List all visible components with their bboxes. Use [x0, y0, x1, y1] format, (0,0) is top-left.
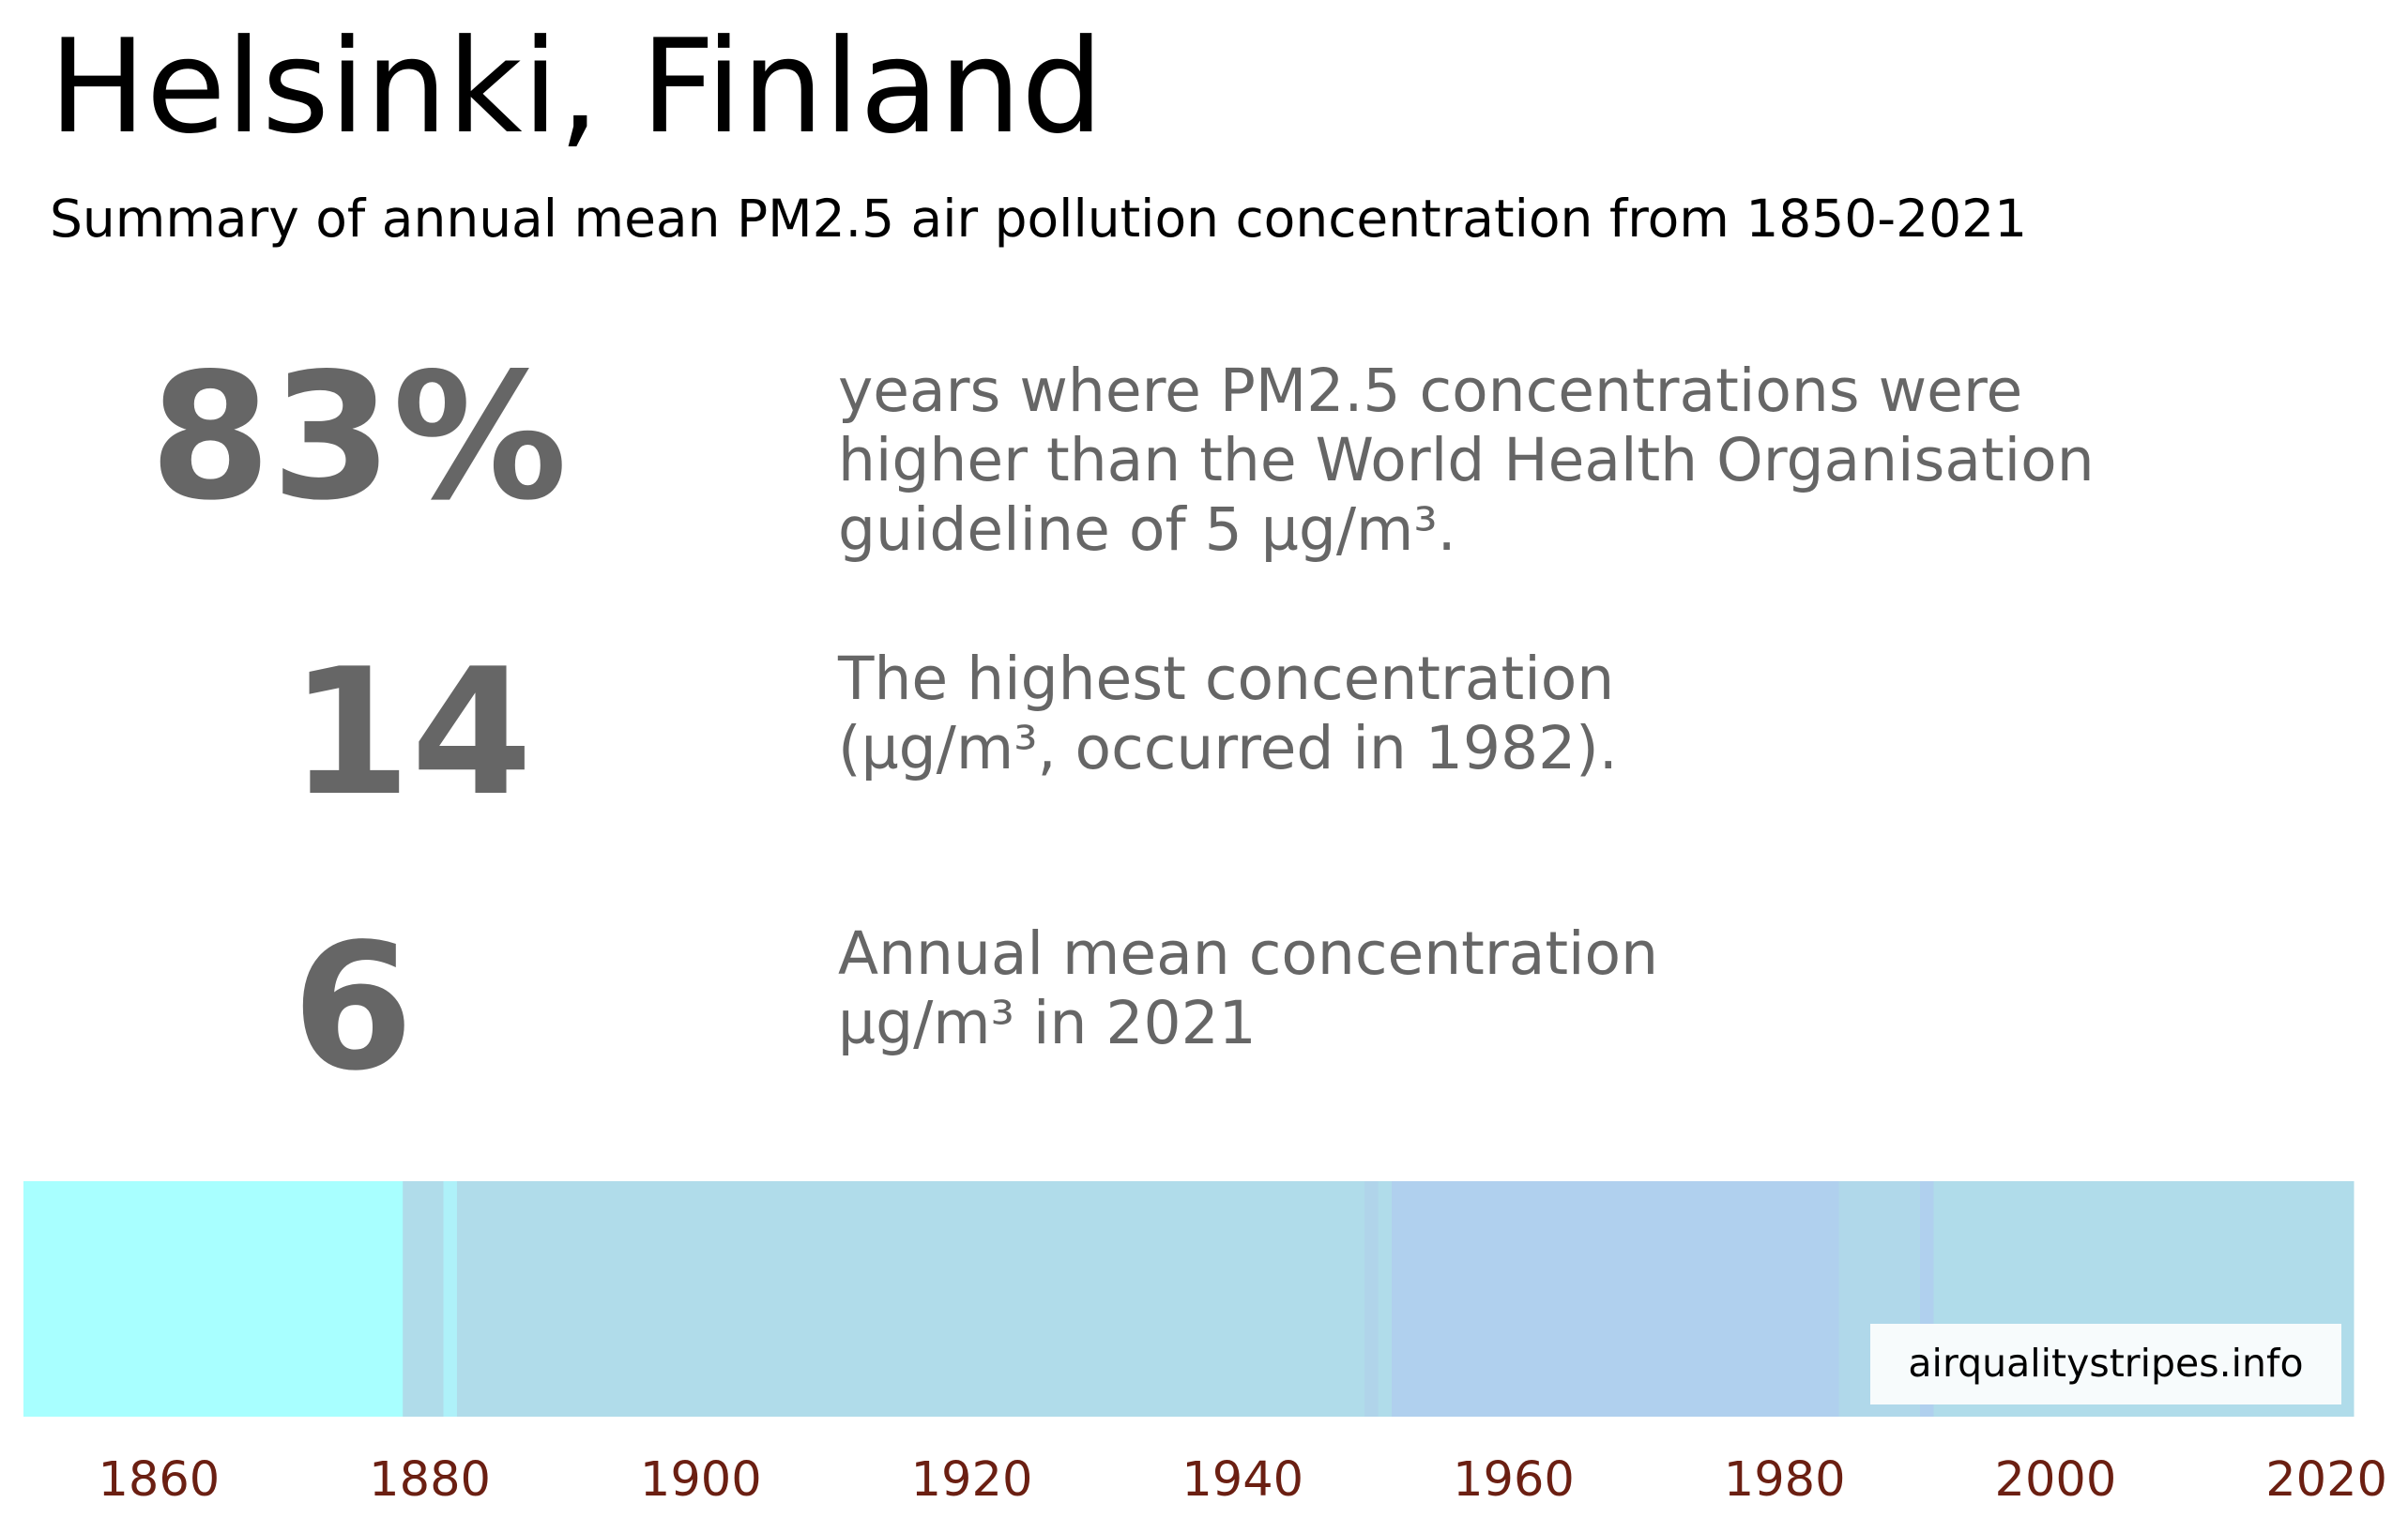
- stripe-6: [1392, 1181, 1839, 1417]
- page-subtitle: Summary of annual mean PM2.5 air polluti…: [50, 189, 2028, 249]
- stat-value-percent: 83%: [149, 335, 568, 539]
- stat-text-percent: years where PM2.5 concentrations were hi…: [838, 357, 2095, 564]
- x-tick-label-3: 1920: [911, 1452, 1033, 1508]
- stripe-0: [23, 1181, 404, 1417]
- watermark-text: airqualitystripes.info: [1908, 1341, 2303, 1386]
- x-tick-label-5: 1960: [1453, 1452, 1575, 1508]
- x-tick-label-0: 1860: [98, 1452, 220, 1508]
- stripe-2: [443, 1181, 458, 1417]
- stat-text-highest: The highest concentration (µg/m³, occurr…: [838, 645, 1618, 782]
- stat-value-highest: 14: [289, 630, 533, 834]
- watermark-box: [1870, 1324, 2341, 1404]
- x-tick-label-6: 1980: [1724, 1452, 1846, 1508]
- x-tick-label-8: 2020: [2265, 1452, 2387, 1508]
- stripe-3: [456, 1181, 1365, 1417]
- stat-value-current: 6: [292, 905, 414, 1109]
- x-tick-label-2: 1900: [640, 1452, 762, 1508]
- stat-text-current: Annual mean concentration µg/m³ in 2021: [838, 919, 1659, 1057]
- x-tick-label-4: 1940: [1181, 1452, 1303, 1508]
- x-tick-label-1: 1880: [369, 1452, 491, 1508]
- page-title: Helsinki, Finland: [49, 11, 1104, 162]
- stripe-4: [1364, 1181, 1379, 1417]
- stripe-1: [403, 1181, 445, 1417]
- x-tick-label-7: 2000: [1995, 1452, 2117, 1508]
- stripe-5: [1378, 1181, 1393, 1417]
